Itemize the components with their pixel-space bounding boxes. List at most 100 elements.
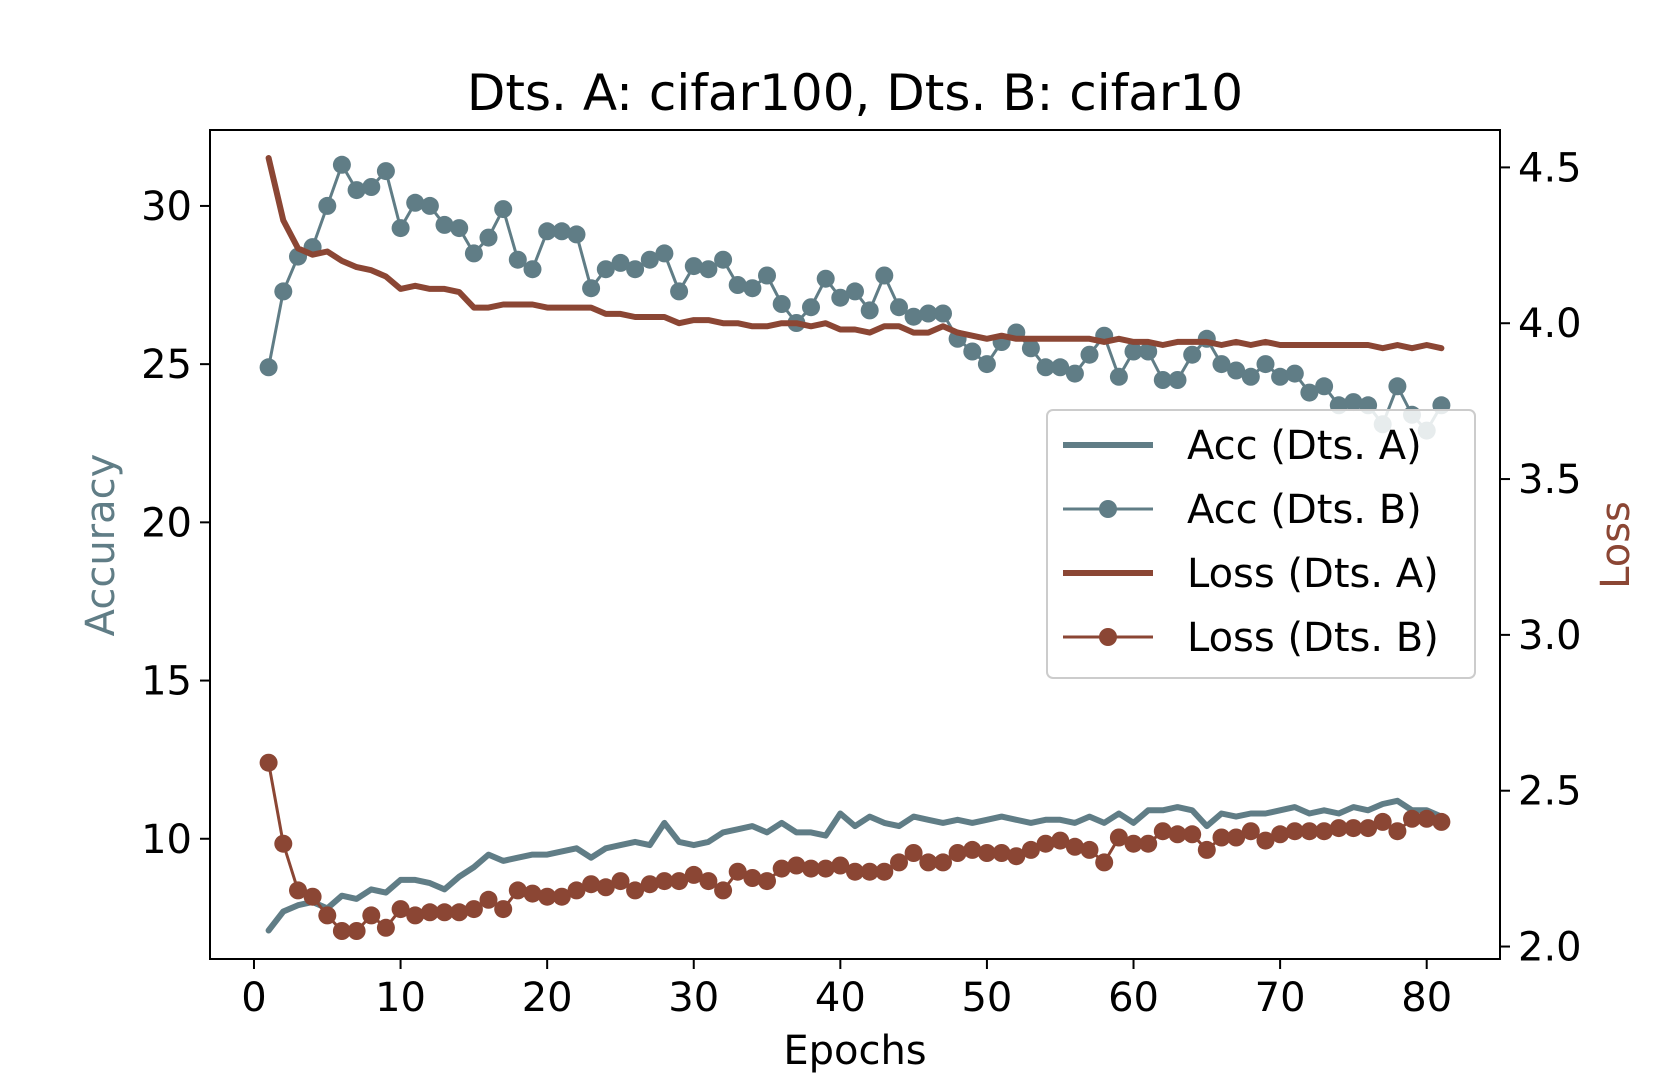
legend-label: Acc (Dts. B) [1187,487,1422,533]
data-point [1109,828,1128,847]
y-left-tick-label: 15 [141,659,192,705]
data-point [1285,364,1304,383]
data-point [1124,834,1143,853]
data-point [1021,840,1040,859]
data-point [948,844,967,862]
series-acc-dts-a [265,797,1445,934]
data-point [1329,819,1348,838]
data-point [479,228,498,247]
data-point [347,181,366,200]
data-point [1183,825,1202,844]
data-point [450,219,469,238]
data-point [890,298,908,317]
data-point [1212,355,1231,374]
data-point [538,887,557,906]
data-point [890,853,908,872]
chart-title: Dts. A: cifar100, Dts. B: cifar10 [467,64,1243,122]
data-point [420,196,439,215]
x-tick-label: 10 [375,975,426,1021]
data-point [1051,831,1070,850]
series-line [265,797,1445,934]
data-point [1065,837,1084,856]
y-axis-left: 10 15 20 25 30 [141,184,210,863]
y-right-tick-label: 3.5 [1518,457,1582,503]
data-point [831,288,850,307]
data-point [772,295,791,313]
data-point [362,906,381,925]
data-point [596,260,615,279]
data-point [802,298,820,317]
data-point [391,219,410,238]
data-point [1183,345,1202,364]
data-point [860,862,879,881]
data-point [494,200,513,219]
data-point [1300,383,1319,402]
data-point [626,260,645,279]
data-point [728,276,747,294]
data-point [1036,834,1055,853]
data-point [1021,339,1040,358]
data-point [1285,822,1304,841]
y-left-tick-label: 25 [141,342,192,388]
data-point [977,355,996,374]
data-point [464,900,483,919]
data-point [332,155,351,174]
data-point [831,856,850,875]
x-tick-label: 20 [522,975,573,1021]
data-point [1403,809,1421,828]
data-point [494,900,513,919]
data-point [1315,377,1334,396]
data-point [1080,840,1099,859]
legend-label: Loss (Dts. B) [1187,615,1439,661]
data-point [1007,847,1026,866]
data-point [670,872,689,891]
data-point [875,266,894,285]
data-point [992,844,1011,862]
legend-label: Loss (Dts. A) [1187,551,1439,597]
legend-item: Loss (Dts. B) [1063,615,1439,661]
data-point [406,906,425,925]
data-point [508,881,527,900]
series-line [265,155,1445,352]
data-point [1065,364,1084,383]
data-point [420,903,439,922]
y-axis-left-label: Accuracy [78,454,124,637]
data-point [1373,812,1392,831]
data-point [1256,831,1275,850]
data-point [860,301,879,320]
data-point [567,881,586,900]
data-point [1153,822,1172,841]
data-point [1359,819,1378,838]
legend-marker [1099,500,1117,518]
data-point [1153,371,1172,389]
y-left-tick-label: 30 [141,184,192,230]
data-point [919,853,938,872]
data-point [318,906,337,925]
series-loss-dts-a [265,155,1445,352]
legend-marker [1099,628,1117,646]
data-point [332,922,351,940]
x-tick-label: 0 [241,975,266,1021]
legend: Acc (Dts. A) Acc (Dts. B) Loss (Dts. A) Los… [1046,409,1476,679]
data-point [1139,342,1158,361]
data-point [904,844,923,862]
data-point [1168,371,1187,389]
y-right-tick-label: 4.5 [1518,145,1582,191]
data-point [684,865,703,884]
y-right-tick-label: 4.0 [1518,301,1582,347]
data-point [303,887,322,906]
legend-label: Acc (Dts. A) [1187,423,1422,469]
data-point [611,253,630,272]
data-point [1417,809,1436,828]
data-point [582,875,601,894]
data-point [904,307,923,326]
legend-item: Loss (Dts. A) [1063,551,1439,597]
data-point [508,250,527,269]
data-point [1124,342,1143,361]
y-right-tick-label: 2.5 [1518,769,1582,815]
x-tick-label: 70 [1255,975,1306,1021]
data-point [611,872,630,891]
x-tick-label: 40 [815,975,866,1021]
data-point [1344,819,1363,838]
data-point [934,304,952,323]
